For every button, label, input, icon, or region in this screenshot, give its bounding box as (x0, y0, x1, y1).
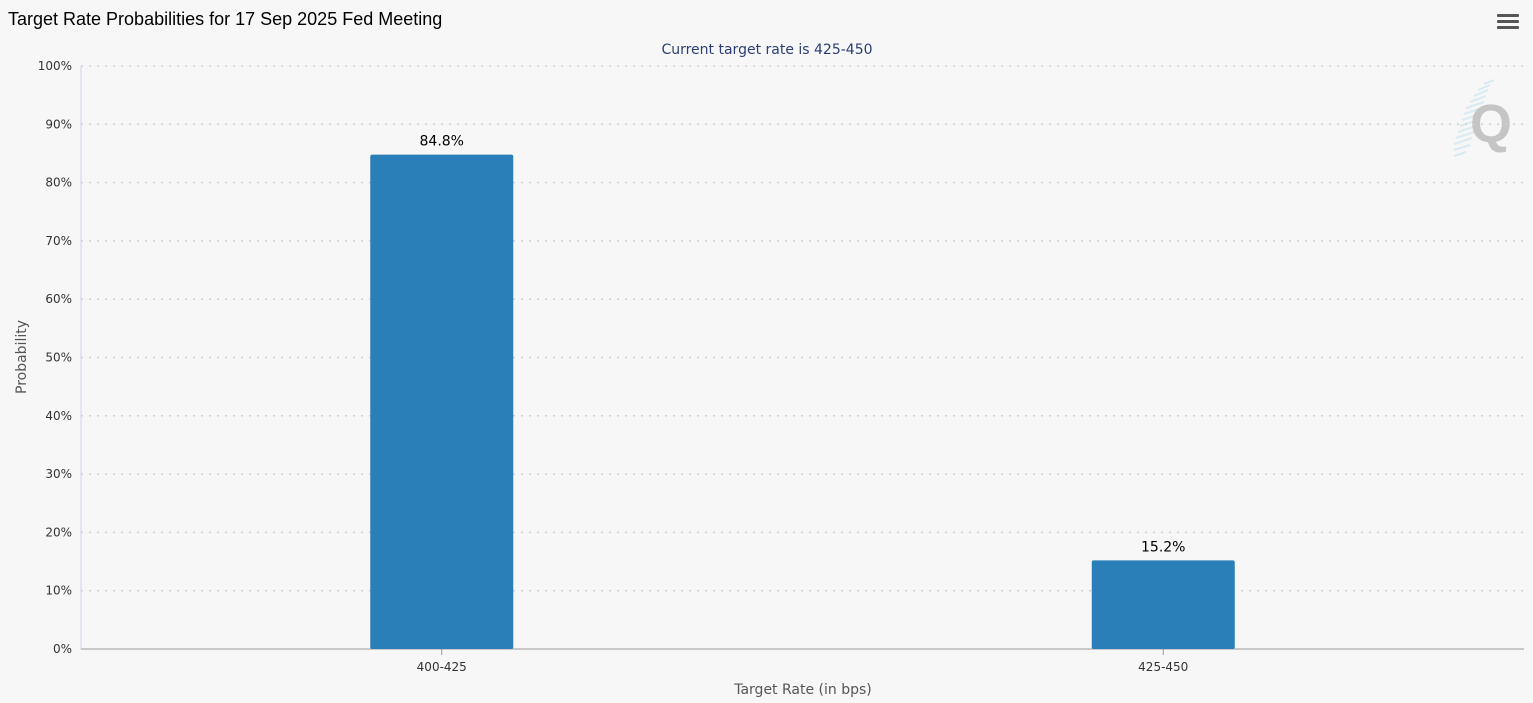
y-tick-label: 0% (53, 642, 72, 656)
y-tick-label: 70% (45, 234, 72, 248)
y-tick-label: 80% (45, 176, 72, 190)
y-tick-label: 100% (38, 59, 72, 73)
y-tick-label: 10% (45, 584, 72, 598)
x-tick-label: 425-450 (1138, 660, 1188, 674)
y-tick-label: 60% (45, 292, 72, 306)
y-tick-label: 90% (45, 117, 72, 131)
bar-425-450[interactable] (1091, 560, 1235, 649)
hamburger-menu-icon[interactable] (1497, 14, 1521, 36)
bars: 84.8% 15.2% (370, 134, 1235, 649)
chart-title: Target Rate Probabilities for 17 Sep 202… (8, 9, 443, 29)
x-tick-label: 400-425 (417, 660, 467, 674)
gridlines (81, 65, 1524, 592)
bar-data-label: 15.2% (1141, 539, 1185, 555)
y-axis-title: Probability (14, 320, 30, 394)
y-axis-ticks: 0% 10% 20% 30% 40% 50% 60% 70% 80% 90% 100% (38, 59, 72, 656)
y-tick-label: 30% (45, 467, 72, 481)
x-axis-ticks: 400-425 425-450 (417, 649, 1188, 674)
y-tick-label: 50% (45, 351, 72, 365)
bar-400-425[interactable] (370, 154, 514, 649)
watermark-logo: Q (1453, 79, 1512, 157)
y-tick-label: 20% (45, 525, 72, 539)
bar-data-label: 84.8% (420, 134, 464, 150)
y-tick-label: 40% (45, 409, 72, 423)
chart-subtitle: Current target rate is 425-450 (661, 42, 872, 58)
x-axis-title: Target Rate (in bps) (733, 682, 872, 698)
